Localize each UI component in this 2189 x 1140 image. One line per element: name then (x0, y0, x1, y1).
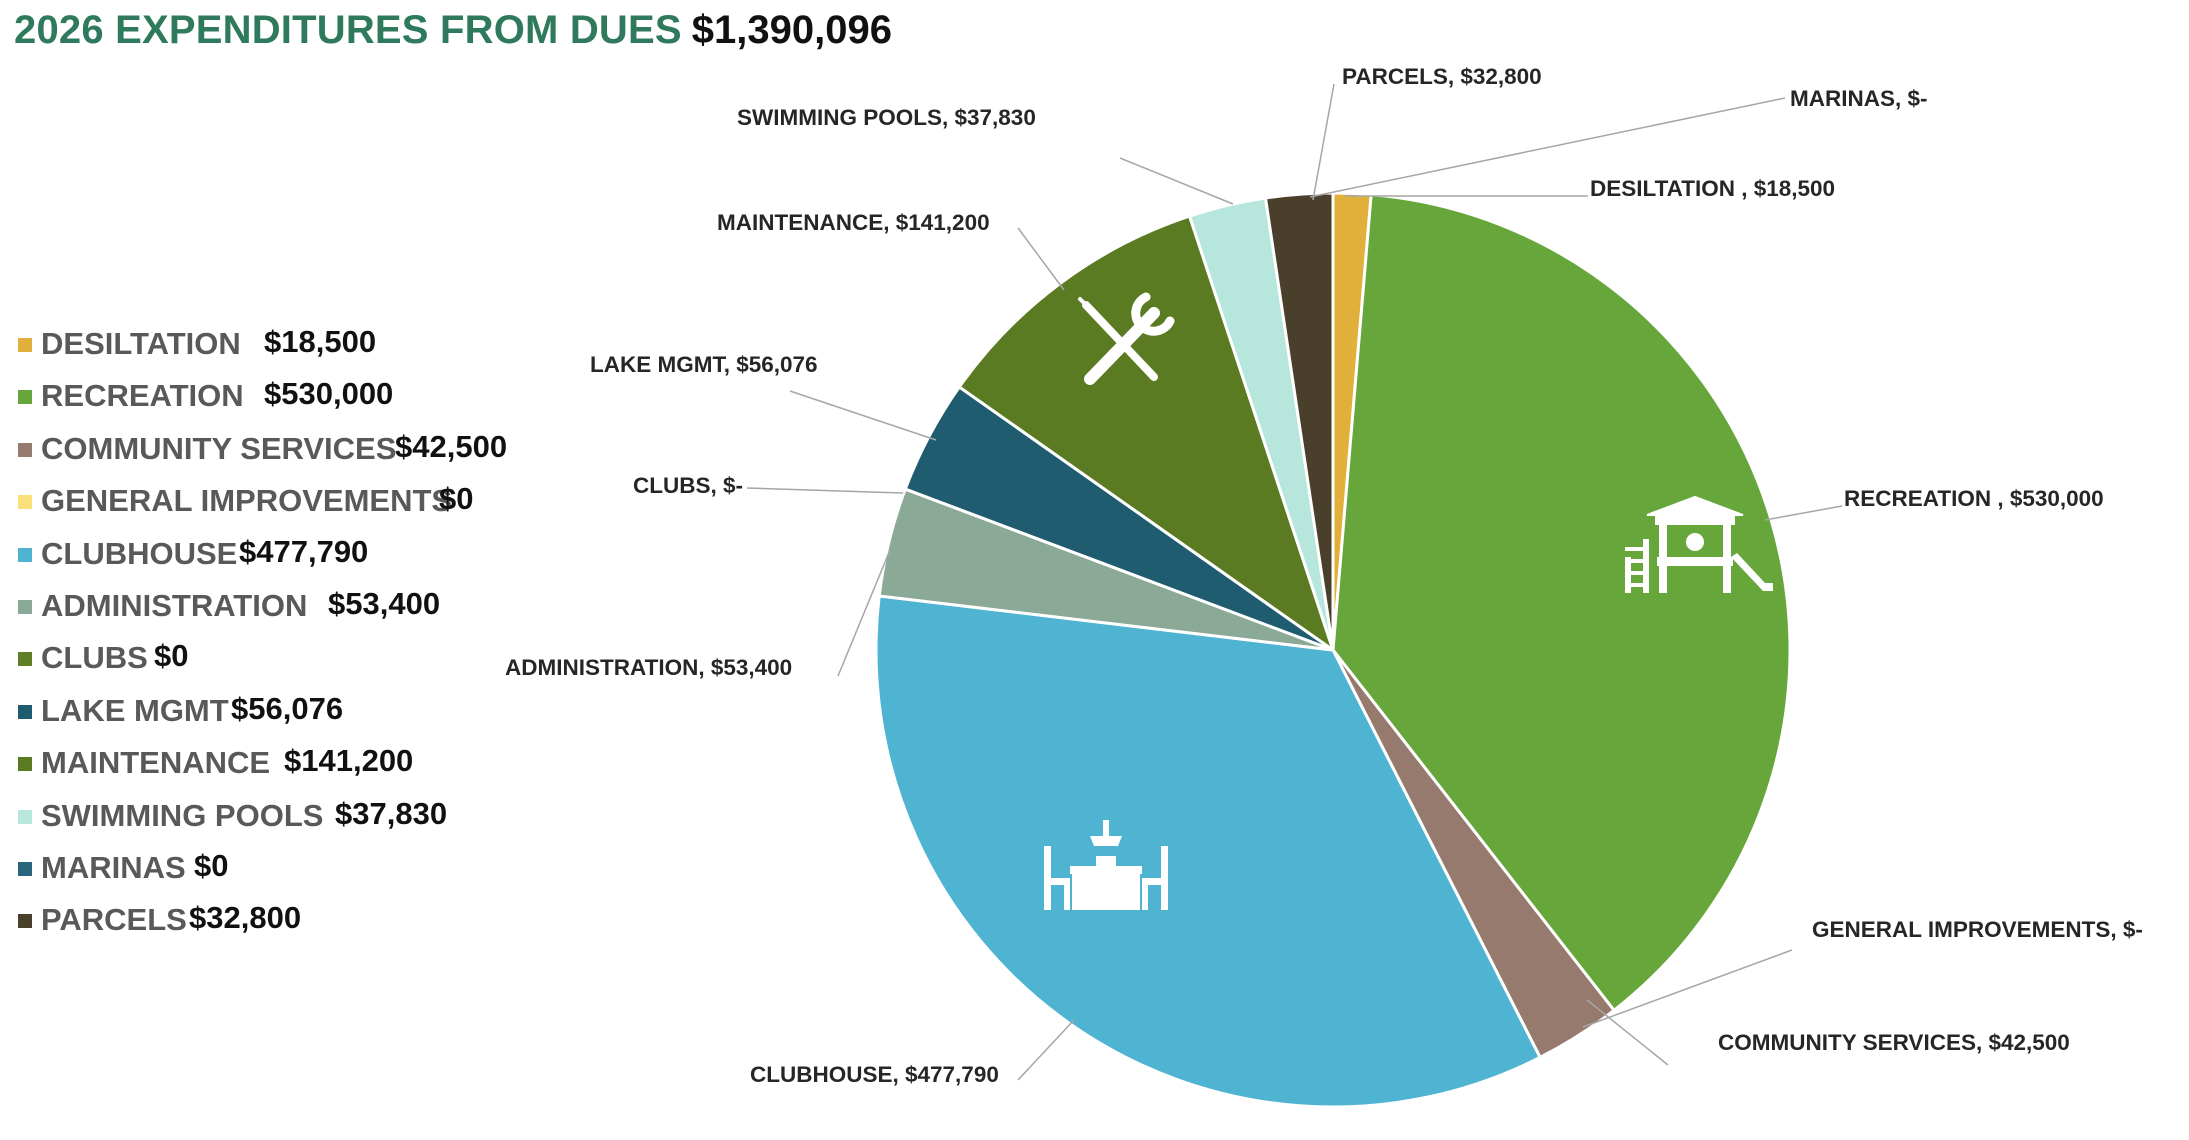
legend-item: MAINTENANCE $141,200 (14, 737, 574, 789)
tools-icon (1078, 292, 1175, 385)
leader-line (1764, 505, 1843, 521)
legend-item: MARINAS $0 (14, 842, 574, 894)
legend-swatch (18, 390, 32, 405)
data-labels: DESILTATION , $18,500 RECREATION , $530,0… (505, 64, 2143, 1087)
legend-swatch (18, 757, 32, 772)
data-label: GENERAL IMPROVEMENTS, $- (1812, 917, 2143, 942)
legend-label: CLUBHOUSE (41, 535, 238, 571)
legend-item: DESILTATION $18,500 (14, 318, 574, 370)
legend-value: $42,500 (395, 428, 508, 464)
data-label: ADMINISTRATION, $53,400 (505, 655, 792, 680)
legend-swatch (18, 861, 32, 876)
legend-value: $53,400 (328, 585, 441, 621)
legend-swatch (18, 914, 32, 929)
legend-item: RECREATION $530,000 (14, 370, 574, 422)
legend-swatch (18, 442, 32, 457)
legend-value: $0 (154, 638, 189, 674)
legend-value: $0 (194, 847, 229, 883)
leader-line (789, 390, 937, 441)
legend-item: COMMUNITY SERVICES $42,500 (14, 423, 574, 475)
legend-value: $56,076 (231, 690, 344, 726)
legend-label: SWIMMING POOLS (41, 797, 324, 833)
data-label: PARCELS, $32,800 (1342, 64, 1542, 89)
slice-icons (1044, 292, 1773, 910)
legend-label: LAKE MGMT (41, 692, 229, 728)
playground-icon (1625, 495, 1773, 593)
leader-line (1586, 999, 1669, 1066)
legend-value: $477,790 (239, 533, 369, 569)
legend-value: $32,800 (189, 900, 302, 936)
leader-line (1017, 227, 1065, 291)
pie-slice (874, 594, 1543, 1109)
legend-label: MARINAS (41, 849, 186, 885)
leader-line (1312, 83, 1335, 201)
leader-line (746, 487, 904, 494)
legend-label: COMMUNITY SERVICES (41, 430, 397, 466)
pie-slice (1263, 191, 1335, 651)
data-label: MARINAS, $- (1790, 86, 1928, 111)
legend-label: CLUBS (41, 640, 148, 676)
legend-label: DESILTATION (41, 326, 241, 361)
data-label: COMMUNITY SERVICES, $42,500 (1718, 1030, 2070, 1055)
pie-slice (957, 214, 1336, 654)
legend-swatch (18, 809, 32, 824)
legend-value: $37,830 (335, 795, 448, 831)
legend-label: RECREATION (41, 378, 244, 414)
leader-line (1017, 1019, 1075, 1081)
legend-label: MAINTENANCE (41, 745, 271, 781)
legend-label: PARCELS (41, 902, 187, 938)
legend-item: LAKE MGMT $56,076 (14, 685, 574, 737)
leader-lines (746, 83, 1843, 1081)
leader-line (1119, 157, 1234, 205)
data-label: MAINTENANCE, $141,200 (717, 210, 990, 235)
legend-label: GENERAL IMPROVEMENTS (41, 483, 453, 519)
data-label: DESILTATION , $18,500 (1590, 176, 1835, 201)
leader-line (1309, 97, 1786, 198)
chart-title: 2026 EXPENDITURES FROM DUES $1,390,096 (14, 8, 892, 53)
legend-value: $0 (439, 481, 474, 517)
dining-table-icon (1044, 820, 1168, 910)
legend-swatch (18, 547, 32, 562)
legend-value: $530,000 (264, 376, 394, 412)
legend-item: CLUBHOUSE $477,790 (14, 528, 574, 580)
leader-line (837, 549, 891, 677)
legend-swatch (18, 652, 32, 667)
data-label: SWIMMING POOLS, $37,830 (737, 105, 1036, 130)
legend-item: CLUBS $0 (14, 632, 574, 684)
chart-title-total: $1,390,096 (691, 8, 892, 52)
legend: DESILTATION $18,500 RECREATION $530,000 COMM… (14, 318, 574, 947)
legend-swatch (18, 599, 32, 614)
chart-title-prefix: 2026 EXPENDITURES FROM DUES (14, 8, 682, 52)
leader-line (1582, 949, 1793, 1028)
data-label: LAKE MGMT, $56,076 (590, 352, 818, 377)
legend-item: PARCELS $32,800 (14, 894, 574, 946)
legend-item: GENERAL IMPROVEMENTS $0 (14, 475, 574, 527)
legend-swatch (18, 338, 32, 352)
legend-item: SWIMMING POOLS $37,830 (14, 790, 574, 842)
legend-swatch (18, 704, 32, 719)
data-label: CLUBHOUSE, $477,790 (750, 1062, 999, 1087)
pie-slices (874, 191, 1792, 1109)
legend-swatch (18, 495, 32, 510)
data-label: RECREATION , $530,000 (1844, 486, 2104, 511)
legend-label: ADMINISTRATION (41, 587, 308, 623)
data-label: CLUBS, $- (633, 473, 743, 498)
legend-item: ADMINISTRATION $53,400 (14, 580, 574, 632)
legend-value: $18,500 (264, 324, 377, 359)
legend-value: $141,200 (284, 743, 414, 779)
